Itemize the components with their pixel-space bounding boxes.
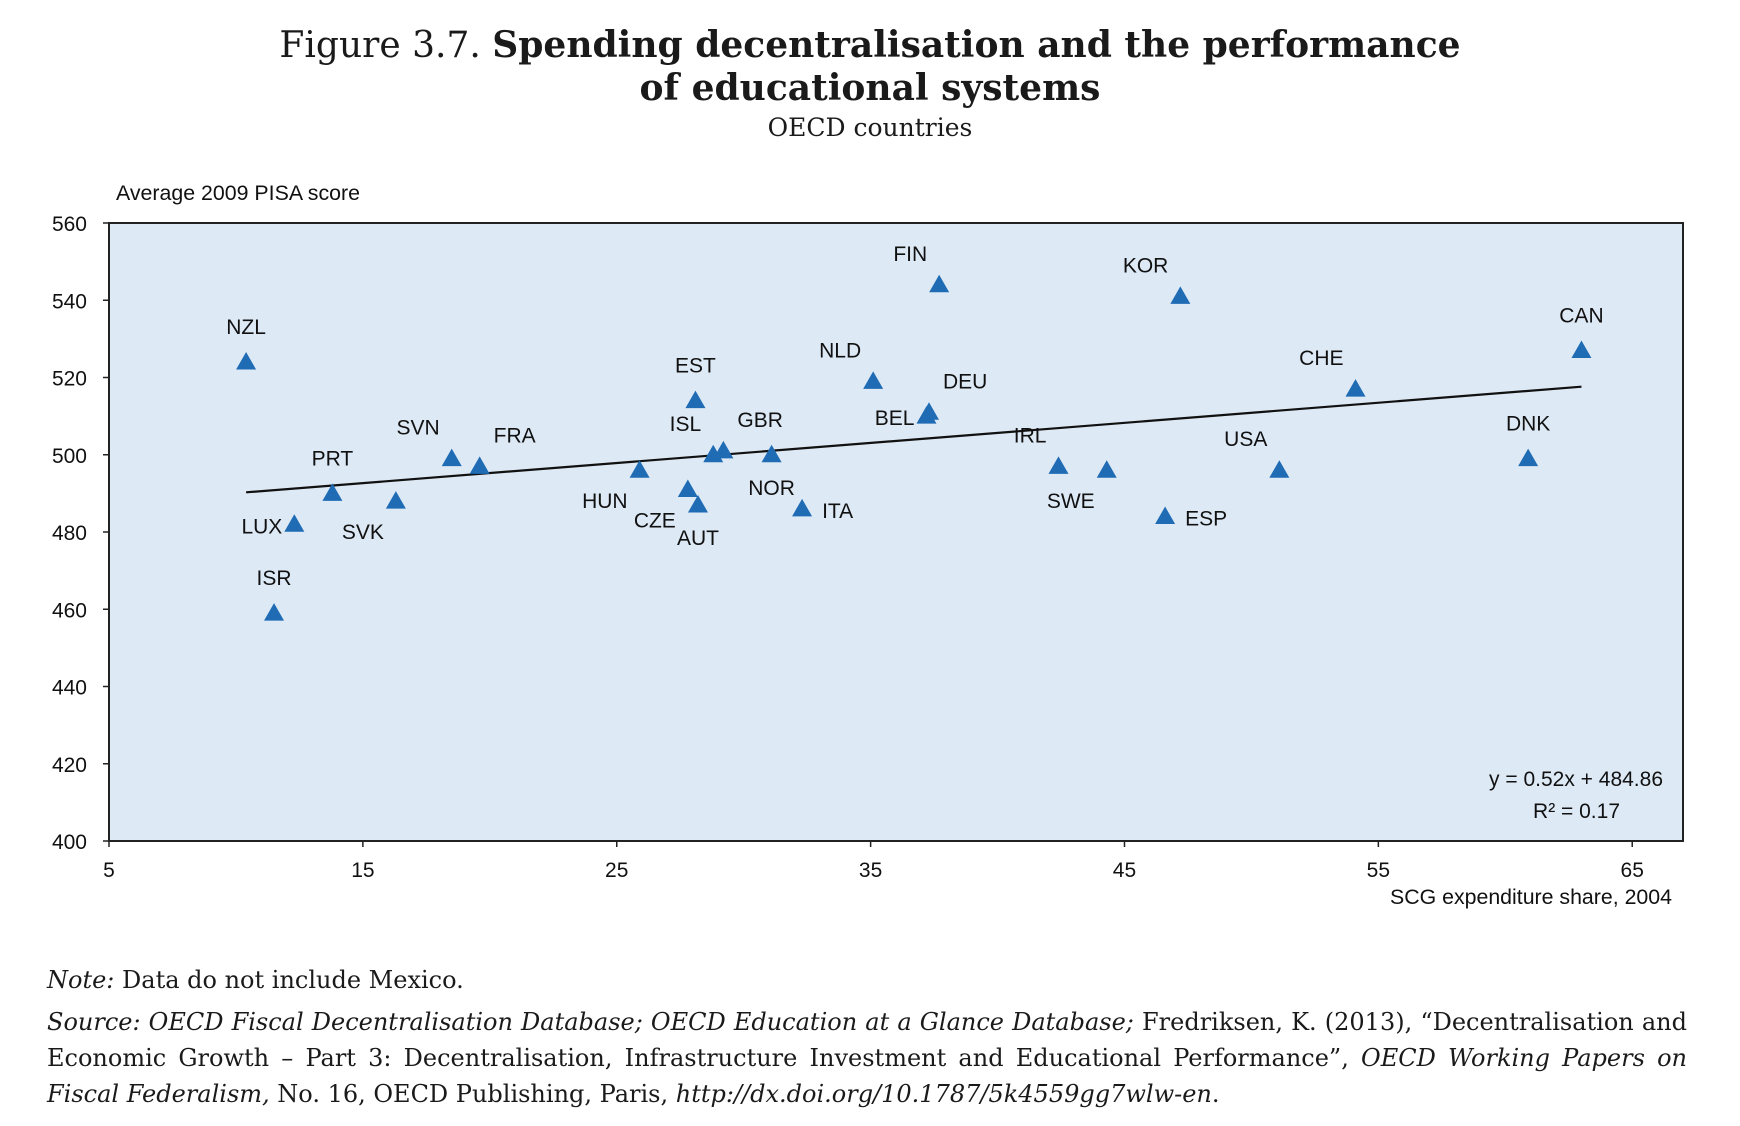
y-tick-label: 440 xyxy=(52,677,87,700)
point-label-aut: AUT xyxy=(677,527,719,550)
x-tick-label: 15 xyxy=(351,859,374,882)
source-database-2: OECD Education at a Glance Database; xyxy=(642,1008,1134,1036)
point-label-prt: PRT xyxy=(312,447,354,470)
point-label-esp: ESP xyxy=(1185,508,1227,531)
data-point-fin xyxy=(929,274,950,293)
r-squared-label: R² = 0.17 xyxy=(1533,800,1620,823)
data-point-gbr xyxy=(713,440,734,459)
data-point-nld xyxy=(863,371,884,389)
figure-number: Figure 3.7. xyxy=(279,25,481,66)
point-label-nld: NLD xyxy=(819,339,861,362)
point-label-fin: FIN xyxy=(893,243,927,266)
x-tick-label: 35 xyxy=(859,859,882,882)
source: Source: OECD Fiscal Decentralisation Dat… xyxy=(47,1004,1687,1112)
source-series: OECD Working Papers on Fiscal Federalism… xyxy=(47,1044,1687,1108)
point-label-est: EST xyxy=(675,355,716,378)
figure-title-line2: of educational systems xyxy=(639,67,1101,109)
point-label-hun: HUN xyxy=(582,490,628,513)
data-point-prt xyxy=(322,483,343,501)
data-point-fra xyxy=(469,456,490,474)
point-label-ita: ITA xyxy=(822,500,853,523)
point-label-isl: ISL xyxy=(670,413,702,436)
point-label-usa: USA xyxy=(1224,428,1267,451)
note-text: Data do not include Mexico. xyxy=(114,966,464,994)
figure-subtitle: OECD countries xyxy=(767,113,973,142)
y-tick-label: 500 xyxy=(52,445,87,468)
point-label-kor: KOR xyxy=(1123,254,1169,277)
point-label-nzl: NZL xyxy=(226,316,266,339)
data-point-svk xyxy=(385,491,406,509)
x-tick-label: 5 xyxy=(103,859,115,882)
data-point-aut xyxy=(687,494,708,513)
point-label-lux: LUX xyxy=(241,515,282,538)
y-tick-label: 540 xyxy=(52,290,87,313)
note-label: Note: xyxy=(47,966,115,994)
data-point-est xyxy=(685,390,706,409)
source-database-1: OECD Fiscal Decentralisation Database; xyxy=(140,1008,643,1036)
point-label-can: CAN xyxy=(1559,304,1603,327)
data-point-nor xyxy=(761,444,782,463)
point-label-che: CHE xyxy=(1299,347,1343,370)
data-point-svn xyxy=(441,448,462,467)
point-label-nor: NOR xyxy=(748,477,795,500)
data-point-swe xyxy=(1096,460,1117,478)
figure-title-line1: Spending decentralisation and the perfor… xyxy=(492,24,1461,66)
data-point-irl xyxy=(1048,456,1069,474)
point-label-svn: SVN xyxy=(397,417,440,440)
source-text-1: Fredriksen, K. (2013), “Decentralisation… xyxy=(47,1008,1688,1072)
scatter-chart: Average 2009 PISA score 400 420 440 460 480 50… xyxy=(52,182,1684,909)
y-tick-label: 560 xyxy=(52,213,87,236)
data-point-nzl xyxy=(236,352,257,370)
y-tick-label: 460 xyxy=(52,599,87,622)
point-label-gbr: GBR xyxy=(737,409,783,432)
point-label-deu: DEU xyxy=(943,370,987,393)
x-axis-title: SCG expenditure share, 2004 xyxy=(1390,886,1672,909)
y-tick-label: 400 xyxy=(52,831,87,854)
data-point-esp xyxy=(1155,506,1176,525)
point-label-bel: BEL xyxy=(875,407,915,430)
source-label: Source: xyxy=(47,1008,141,1036)
y-tick-label: 520 xyxy=(52,368,87,391)
point-label-irl: IRL xyxy=(1014,424,1047,447)
equation-label: y = 0.52x + 484.86 xyxy=(1489,768,1663,791)
note: Note: Data do not include Mexico. xyxy=(47,962,1687,998)
data-point-lux xyxy=(284,514,305,532)
data-point-dnk xyxy=(1518,448,1539,467)
point-label-cze: CZE xyxy=(634,510,676,533)
y-tick-label: 480 xyxy=(52,522,87,545)
data-point-kor xyxy=(1170,286,1191,304)
source-text-2: No. 16, OECD Publishing, Paris, xyxy=(269,1080,669,1108)
x-tick-label: 65 xyxy=(1621,859,1644,882)
data-point-ita xyxy=(792,498,813,517)
source-url[interactable]: http://dx.doi.org/10.1787/5k4559gg7wlw-e… xyxy=(668,1080,1212,1108)
point-label-swe: SWE xyxy=(1047,490,1095,513)
notes-section: Note: Data do not include Mexico. Source… xyxy=(47,962,1687,1112)
point-label-svk: SVK xyxy=(342,521,384,544)
point-label-dnk: DNK xyxy=(1506,413,1550,436)
data-point-cze xyxy=(677,479,698,498)
plot-area xyxy=(108,222,1684,842)
data-point-deu xyxy=(919,402,940,420)
y-tick-label: 420 xyxy=(52,754,87,777)
data-point-hun xyxy=(629,460,650,478)
y-axis-title: Average 2009 PISA score xyxy=(116,182,360,205)
x-tick-label: 55 xyxy=(1367,859,1390,882)
point-label-fra: FRA xyxy=(494,424,536,447)
figure-title: Figure 3.7. Spending decentralisation an… xyxy=(0,24,1740,110)
x-tick-label: 45 xyxy=(1113,859,1136,882)
data-point-can xyxy=(1571,340,1592,358)
source-end: . xyxy=(1211,1080,1220,1108)
point-label-isr: ISR xyxy=(257,567,292,590)
data-point-usa xyxy=(1269,460,1290,478)
x-tick-label: 25 xyxy=(605,859,628,882)
trendline xyxy=(246,385,1582,494)
data-point-che xyxy=(1345,379,1366,397)
data-point-isr xyxy=(264,603,285,621)
